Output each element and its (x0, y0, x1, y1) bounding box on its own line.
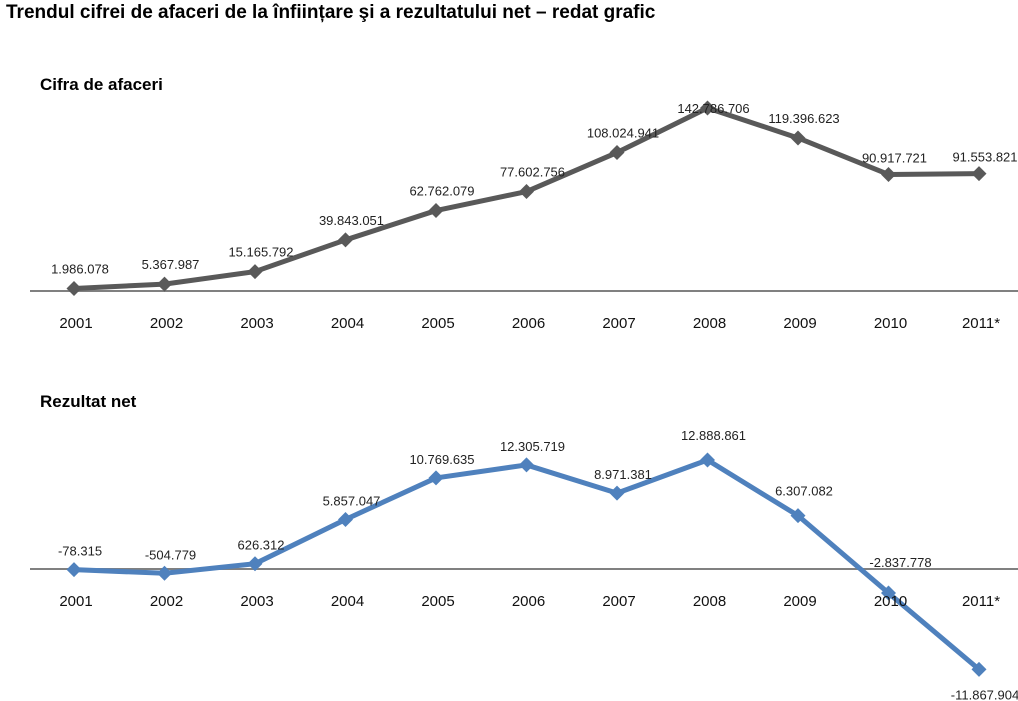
data-point-marker (338, 511, 353, 527)
x-tick-label: 2003 (240, 315, 273, 332)
data-point-marker (428, 470, 444, 486)
x-tick-label: 2004 (331, 315, 364, 332)
data-point-marker (881, 585, 896, 601)
x-tick-label: 2005 (421, 593, 454, 610)
data-label: 12.305.719 (500, 439, 565, 454)
x-tick-label: 2010 (874, 593, 907, 610)
x-tick-label: 2008 (693, 593, 726, 610)
data-label: 6.307.082 (775, 484, 833, 499)
data-label: 90.917.721 (862, 150, 927, 165)
data-point-marker (66, 280, 82, 296)
x-tick-label: 2003 (240, 593, 273, 610)
x-tick-label: 2001 (59, 315, 92, 332)
chart-title-cifra-de-afaceri: Cifra de afaceri (40, 75, 163, 94)
x-tick-label: 2006 (512, 593, 545, 610)
data-point-marker (881, 166, 896, 182)
data-point-marker (519, 184, 534, 200)
data-label: 5.367.987 (142, 257, 200, 272)
data-point-marker (428, 203, 444, 219)
x-tick-label: 2009 (783, 593, 816, 610)
data-label: 12.888.861 (681, 428, 746, 443)
data-label: 77.602.756 (500, 165, 565, 180)
data-label: 5.857.047 (323, 493, 381, 508)
x-tick-label: 2002 (150, 593, 183, 610)
data-label: 15.165.792 (228, 245, 293, 260)
x-tick-label: 2006 (512, 315, 545, 332)
x-tick-label: 2004 (331, 593, 364, 610)
data-point-marker (700, 452, 715, 468)
data-label: 142.786.706 (677, 101, 749, 116)
data-point-marker (247, 556, 263, 572)
data-point-marker (609, 485, 625, 501)
data-point-marker (971, 661, 987, 677)
data-label: 39.843.051 (319, 213, 384, 228)
data-point-marker (790, 508, 806, 524)
data-label: 10.769.635 (409, 452, 474, 467)
data-label: 62.762.079 (409, 184, 474, 199)
data-point-marker (609, 145, 625, 161)
data-label: -2.837.778 (869, 555, 931, 570)
series-line (73, 457, 981, 672)
data-point-marker (157, 276, 172, 292)
data-label: -504.779 (145, 547, 196, 562)
data-point-marker (66, 562, 82, 578)
x-tick-label: 2005 (421, 315, 454, 332)
data-label: 1.986.078 (51, 261, 109, 276)
x-tick-label: 2007 (602, 315, 635, 332)
data-point-marker (247, 264, 263, 280)
data-label: 626.312 (238, 538, 285, 553)
data-point-marker (700, 100, 715, 116)
data-point-marker (519, 457, 534, 473)
data-label: 91.553.821 (952, 150, 1017, 165)
page-title: Trendul cifrei de afaceri de la înființa… (6, 2, 656, 23)
x-tick-label: 2010 (874, 315, 907, 332)
data-point-marker (971, 166, 987, 182)
data-label: 119.396.623 (768, 111, 839, 126)
data-point-marker (790, 130, 806, 146)
data-label: -11.867.904 (951, 687, 1018, 701)
x-tick-label: 2002 (150, 315, 183, 332)
x-tick-label: 2007 (602, 593, 635, 610)
chart-title-rezultat-net: Rezultat net (40, 392, 137, 411)
data-label: 8.971.381 (594, 467, 652, 482)
data-point-marker (157, 565, 172, 581)
x-tick-label: 2001 (59, 593, 92, 610)
data-label: -78.315 (58, 544, 102, 559)
x-tick-label: 2008 (693, 315, 726, 332)
x-tick-label: 2009 (783, 315, 816, 332)
data-label: 108.024.941 (587, 126, 659, 141)
data-point-marker (338, 232, 353, 248)
x-tick-label: 2011* (962, 315, 1000, 332)
x-tick-label: 2011* (962, 593, 1000, 610)
